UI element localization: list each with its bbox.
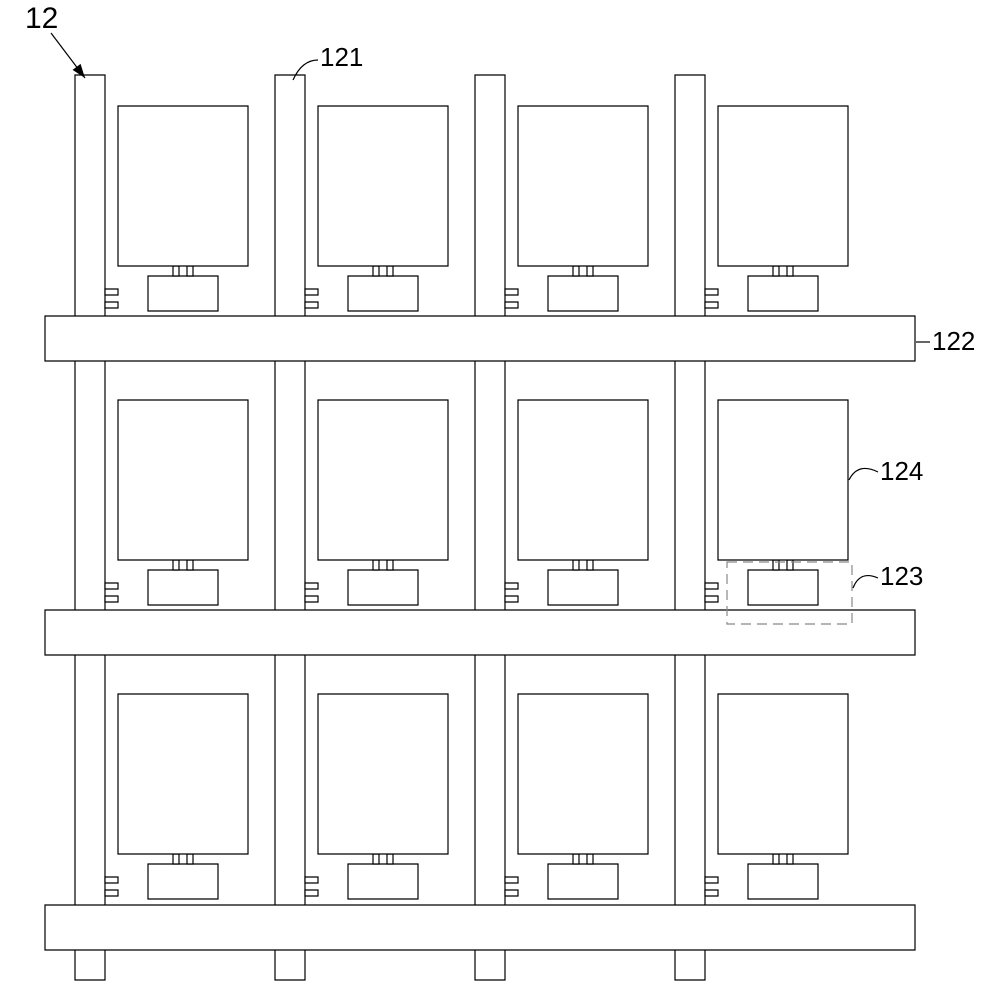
transistor <box>548 864 618 899</box>
transistor <box>148 276 218 311</box>
transistor <box>548 276 618 311</box>
scan-line <box>45 905 915 950</box>
pixel-electrode <box>518 106 648 266</box>
label-121: 121 <box>320 42 363 72</box>
pixel-cell <box>505 106 648 311</box>
pixel-cell <box>705 106 848 311</box>
label-124: 124 <box>880 456 923 486</box>
transistor <box>148 570 218 605</box>
transistor <box>148 864 218 899</box>
transistor <box>748 276 818 311</box>
transistor <box>348 864 418 899</box>
pixel-cell <box>705 694 848 899</box>
transistor <box>748 864 818 899</box>
pixel-cell <box>105 106 248 311</box>
pixel-cell <box>305 400 448 605</box>
pixel-electrode <box>118 400 248 560</box>
pixel-cell <box>305 694 448 899</box>
pixel-cell <box>105 400 248 605</box>
transistor <box>748 570 818 605</box>
label-123: 123 <box>880 561 923 591</box>
pixel-electrode <box>518 400 648 560</box>
transistor <box>548 570 618 605</box>
pixel-cell <box>505 400 648 605</box>
scan-line <box>45 610 915 655</box>
label-12: 12 <box>25 2 58 35</box>
transistor <box>348 570 418 605</box>
pixel-electrode <box>518 694 648 854</box>
pixel-electrode <box>318 106 448 266</box>
pixel-electrode <box>318 694 448 854</box>
data-line <box>675 75 705 980</box>
transistor <box>348 276 418 311</box>
data-line <box>475 75 505 980</box>
leader-124 <box>849 468 878 480</box>
data-line <box>275 75 305 980</box>
pixel-cell <box>105 694 248 899</box>
leader-123 <box>853 576 878 588</box>
pixel-electrode <box>718 694 848 854</box>
pixel-electrode <box>118 106 248 266</box>
data-line <box>75 75 105 980</box>
pixel-electrode <box>718 106 848 266</box>
pixel-electrode <box>318 400 448 560</box>
scan-line <box>45 316 915 361</box>
pixel-electrode <box>118 694 248 854</box>
pixel-electrode <box>718 400 848 560</box>
pixel-cell <box>505 694 648 899</box>
label-122: 122 <box>932 326 975 356</box>
pixel-cell <box>305 106 448 311</box>
